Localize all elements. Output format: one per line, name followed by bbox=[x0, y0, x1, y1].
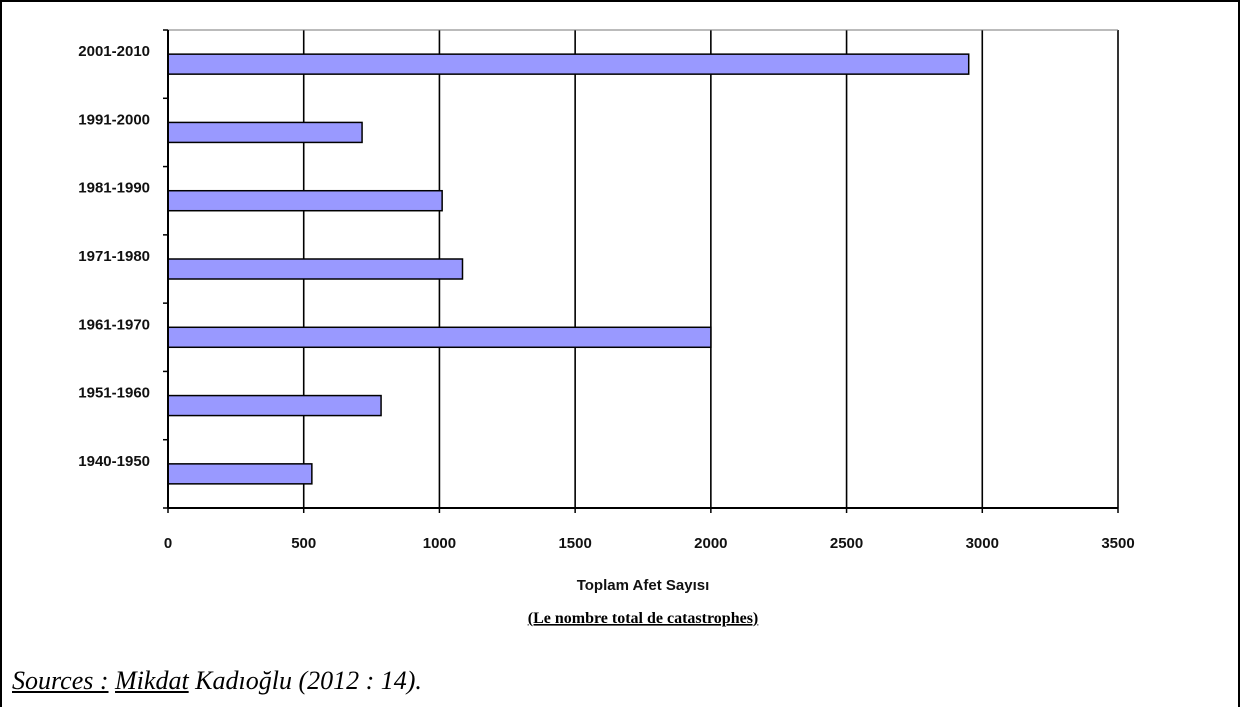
axes bbox=[163, 29, 1119, 513]
category-label: 1981-1990 bbox=[78, 180, 150, 197]
source-author-rest: Kadıoğlu (2012 : 14). bbox=[195, 666, 422, 695]
category-label: 1940-1950 bbox=[78, 453, 150, 470]
bars bbox=[167, 53, 970, 485]
bar-chart: 2001-2010 1991-2000 1981-1990 1971-1980 1961… bbox=[78, 29, 1135, 627]
source-citation: Sources : Mikdat Kadıoğlu (2012 : 14). bbox=[12, 666, 422, 696]
bar bbox=[167, 258, 464, 280]
bar bbox=[167, 53, 970, 75]
x-tick-label: 3000 bbox=[966, 535, 999, 552]
source-label: Sources : bbox=[12, 666, 109, 695]
x-tick-label: 3500 bbox=[1101, 535, 1134, 552]
x-tick-label: 2500 bbox=[830, 535, 863, 552]
x-tick-label: 1500 bbox=[558, 535, 591, 552]
category-label: 2001-2010 bbox=[78, 43, 150, 60]
bar bbox=[167, 394, 382, 417]
category-label: 1991-2000 bbox=[78, 111, 150, 128]
x-axis-title-translation: (Le nombre total de catastrophes) bbox=[528, 610, 759, 627]
bar bbox=[167, 189, 443, 212]
bar bbox=[167, 326, 712, 349]
x-tick-label: 2000 bbox=[694, 535, 727, 552]
bar bbox=[167, 121, 363, 144]
x-axis-title: Toplam Afet Sayısı bbox=[577, 577, 710, 594]
source-author-first: Mikdat bbox=[115, 666, 189, 695]
x-tick-label: 1000 bbox=[423, 535, 456, 552]
x-tick-labels: 0 500 1000 1500 2000 2500 3000 3500 bbox=[164, 535, 1135, 552]
x-tick-label: 0 bbox=[164, 535, 172, 552]
gridlines bbox=[168, 29, 1119, 508]
category-label: 1951-1960 bbox=[78, 385, 150, 402]
category-label: 1971-1980 bbox=[78, 248, 150, 265]
category-label: 1961-1970 bbox=[78, 316, 150, 333]
x-tick-label: 500 bbox=[291, 535, 316, 552]
category-labels: 2001-2010 1991-2000 1981-1990 1971-1980 1961… bbox=[78, 43, 150, 470]
bar bbox=[167, 463, 313, 485]
